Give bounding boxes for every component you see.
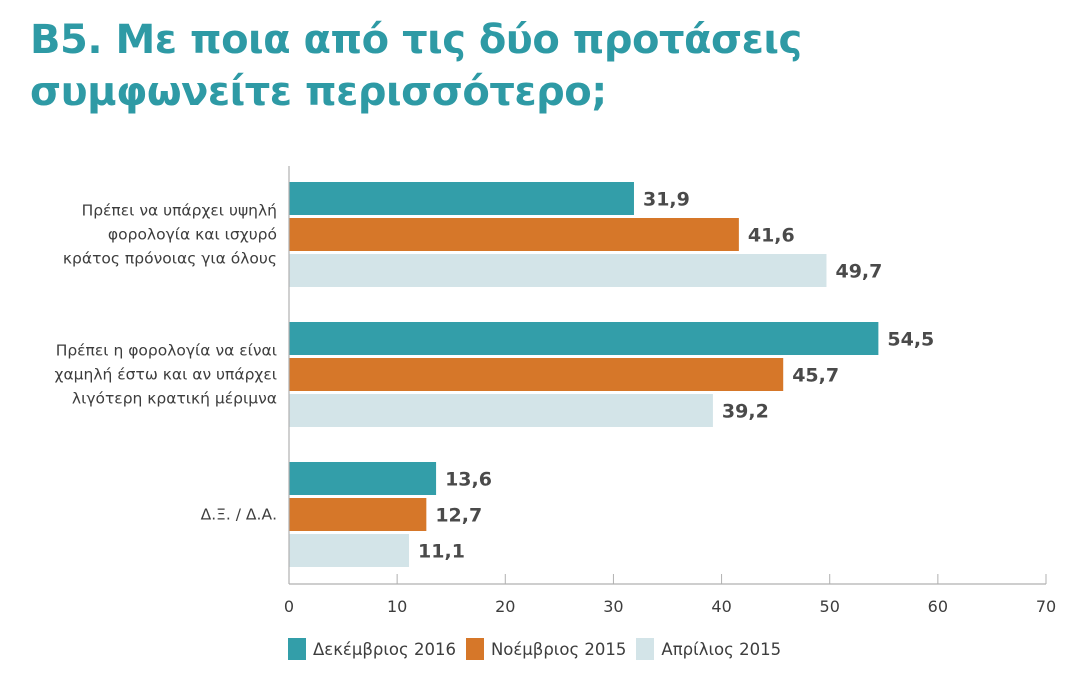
bar <box>289 534 410 567</box>
legend-label: Δεκέμβριος 2016 <box>313 639 456 659</box>
category-label: Πρέπει να υπάρχει υψηλή φορολογία και ισχ… <box>63 202 277 268</box>
category-label-line: χαμηλή έστω και αν υπάρχει <box>55 366 277 384</box>
chart-title-line-2: συμφωνείτε περισσότερο; <box>30 69 607 115</box>
value-label: 54,5 <box>887 329 934 351</box>
category-label-line: κράτος πρόνοιας για όλους <box>63 250 277 268</box>
legend: Δεκέμβριος 2016 Νοέμβριος 2015 Απρίλιος … <box>288 638 791 660</box>
x-tick-label: 70 <box>1036 597 1056 616</box>
value-label: 39,2 <box>722 401 769 423</box>
value-label: 45,7 <box>792 365 839 387</box>
legend-swatch <box>465 638 484 660</box>
bar <box>289 218 739 251</box>
bar <box>289 358 784 391</box>
x-tick-label: 10 <box>387 597 407 616</box>
chart-title-line-1: Β5. Με ποια από τις δύο προτάσεις <box>30 17 802 63</box>
bar <box>289 254 827 287</box>
x-tick-label: 40 <box>711 597 731 616</box>
legend-item-dec-2016: Δεκέμβριος 2016 <box>288 638 456 660</box>
value-label: 12,7 <box>435 505 482 527</box>
legend-swatch <box>636 638 655 660</box>
bar <box>289 394 713 427</box>
legend-label: Απρίλιος 2015 <box>661 639 782 659</box>
legend-swatch <box>288 638 306 660</box>
bar <box>289 322 879 355</box>
bar <box>289 462 437 495</box>
x-tick-label: 60 <box>928 597 948 616</box>
x-tick-label: 50 <box>820 597 840 616</box>
x-tick-label: 30 <box>603 597 623 616</box>
legend-item-nov-2015: Νοέμβριος 2015 <box>465 638 627 660</box>
category-label-line: Δ.Ξ. / Δ.Α. <box>201 506 277 524</box>
category-label-line: Πρέπει να υπάρχει υψηλή <box>82 202 277 220</box>
value-label: 41,6 <box>748 225 795 247</box>
x-tick-label: 0 <box>284 597 294 616</box>
category-label: Πρέπει η φορολογία να είναι χαμηλή έστω κ… <box>55 342 277 408</box>
legend-item-apr-2015: Απρίλιος 2015 <box>636 638 781 660</box>
legend-label: Νοέμβριος 2015 <box>490 639 627 659</box>
category-label-line: φορολογία και ισχυρό <box>108 226 277 244</box>
value-label: 13,6 <box>445 469 492 491</box>
value-label: 49,7 <box>835 261 882 283</box>
value-label: 31,9 <box>643 189 690 211</box>
bar <box>289 498 427 531</box>
category-label: Δ.Ξ. / Δ.Α. <box>201 506 277 524</box>
value-label: 11,1 <box>418 541 465 563</box>
category-label-line: Πρέπει η φορολογία να είναι <box>56 342 277 360</box>
x-tick-label: 20 <box>495 597 515 616</box>
category-label-line: λιγότερη κρατική μέριμνα <box>72 390 277 408</box>
bar <box>289 182 634 215</box>
chart-title: Β5. Με ποια από τις δύο προτάσεις συμφων… <box>30 14 802 118</box>
